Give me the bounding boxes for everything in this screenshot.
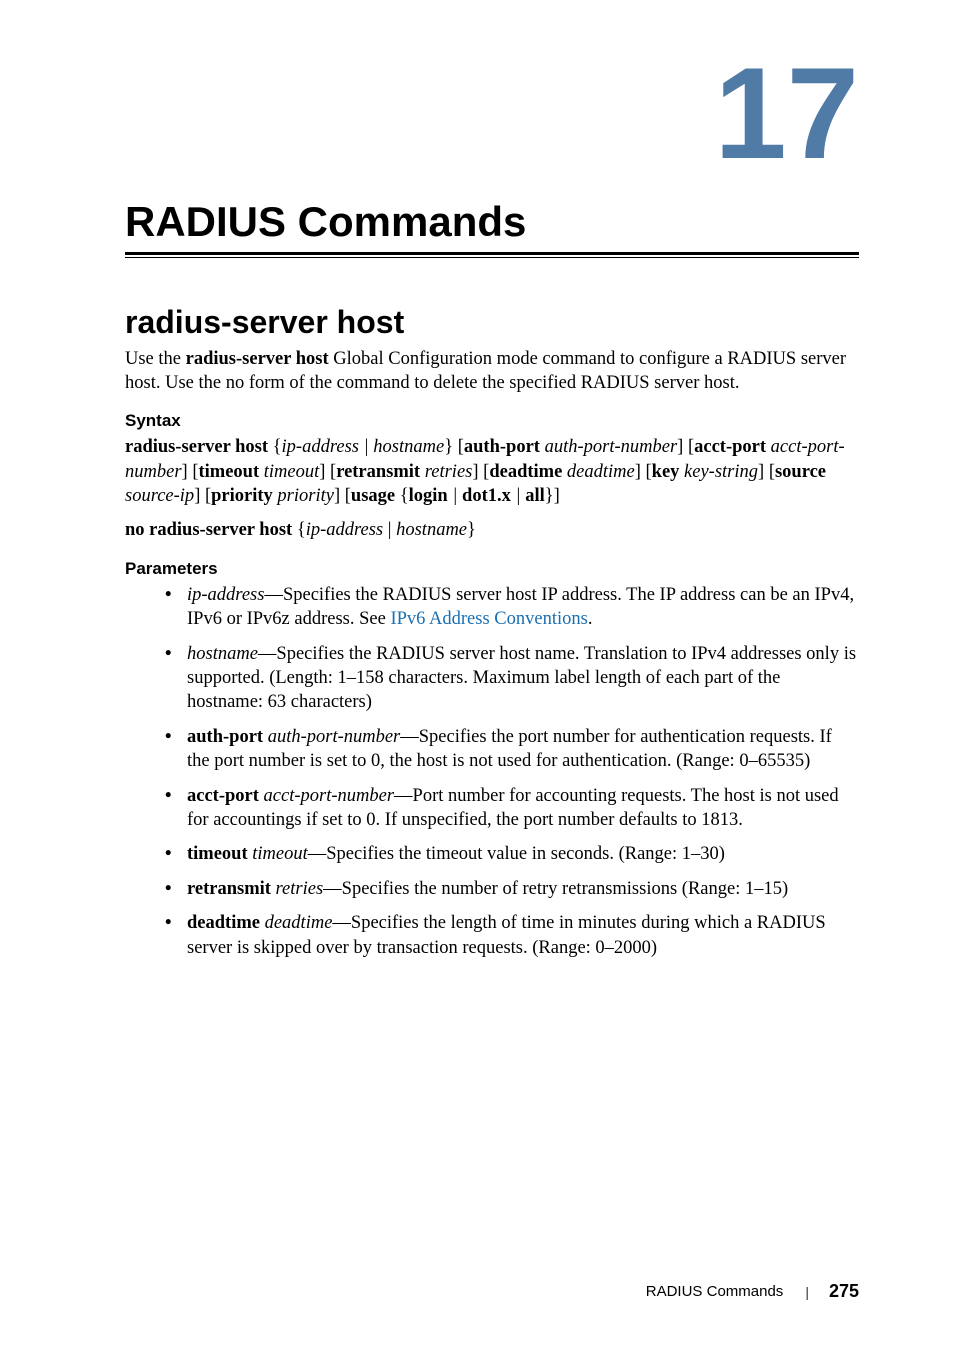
title-rule-thin (125, 257, 859, 258)
chapter-title: RADIUS Commands (125, 198, 859, 246)
param-item: deadtime deadtime—Specifies the length o… (145, 911, 859, 960)
param-item: ip-address—Specifies the RADIUS server h… (145, 583, 859, 632)
section-intro: Use the radius-server host Global Config… (125, 347, 859, 395)
page-footer: RADIUS Commands | 275 (646, 1281, 859, 1302)
param-item: auth-port auth-port-number—Specifies the… (145, 725, 859, 774)
parameters-heading: Parameters (125, 559, 859, 579)
title-rule-thick (125, 252, 859, 255)
param-item: retransmit retries—Specifies the number … (145, 877, 859, 901)
footer-page-number: 275 (829, 1281, 859, 1302)
param-item: hostname—Specifies the RADIUS server hos… (145, 642, 859, 715)
footer-label: RADIUS Commands (646, 1283, 784, 1300)
syntax-line-1: radius-server host {ip-address | hostnam… (125, 435, 859, 508)
syntax-heading: Syntax (125, 411, 859, 431)
chapter-number: 17 (125, 40, 859, 178)
section-title: radius-server host (125, 304, 859, 341)
param-item: acct-port acct-port-number—Port number f… (145, 784, 859, 833)
footer-separator: | (805, 1284, 807, 1300)
param-item: timeout timeout—Specifies the timeout va… (145, 842, 859, 866)
parameters-list: ip-address—Specifies the RADIUS server h… (125, 583, 859, 960)
syntax-line-2: no radius-server host {ip-address | host… (125, 518, 859, 542)
